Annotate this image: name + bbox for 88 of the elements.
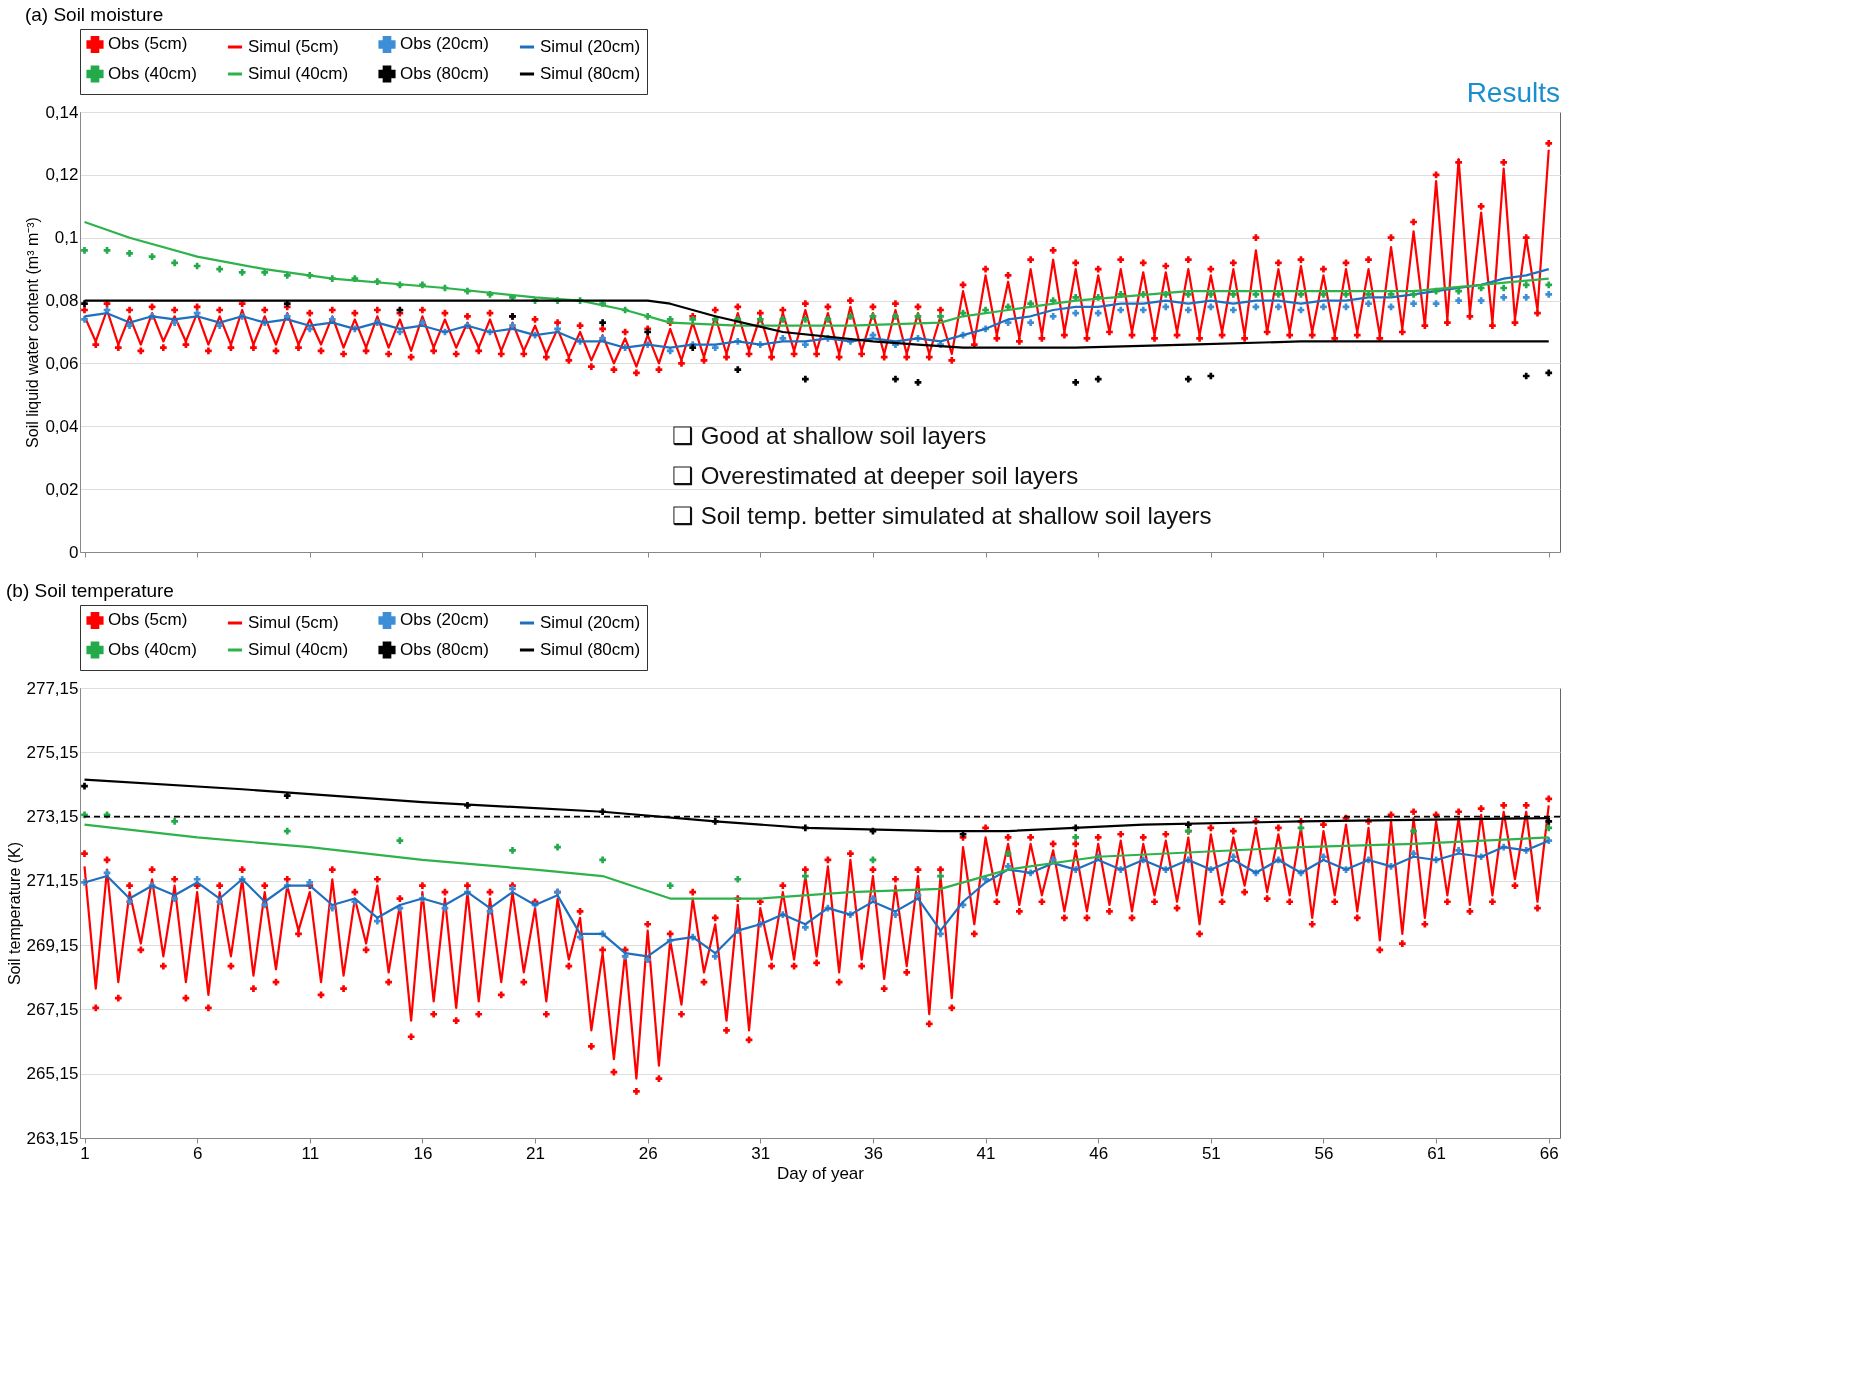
point: [914, 378, 922, 386]
point: [1522, 372, 1530, 380]
x-axis-title: Day of year: [777, 1163, 865, 1183]
y-tick-label: 0,06: [45, 353, 79, 373]
legend-label: Obs (5cm): [108, 34, 188, 54]
point: [599, 856, 606, 864]
x-tick-label: 46: [1089, 1143, 1109, 1163]
y-tick-label: 0,08: [45, 291, 79, 311]
x-tick-label: 11: [301, 1143, 320, 1163]
legend-label: Simul (20cm): [540, 613, 641, 632]
point: [1072, 834, 1080, 841]
y-tick-label: 0,1: [54, 228, 79, 248]
annotation: ❑ Soil temp. better simulated at shallow soil layers: [672, 502, 1212, 529]
point: [734, 875, 742, 883]
point: [509, 846, 516, 854]
legend-label: Simul (20cm): [540, 37, 641, 56]
point: [1545, 818, 1553, 825]
y-tick-label: 0,12: [45, 165, 79, 185]
y-tick-label: 273,15: [26, 807, 79, 827]
x-tick-label: 61: [1427, 1143, 1447, 1163]
y-tick-label: 0: [69, 542, 79, 562]
legend-label: Obs (80cm): [400, 640, 489, 659]
point: [666, 882, 674, 890]
line-series: [83, 299, 1550, 349]
point: [1410, 827, 1417, 835]
legend-label: Simul (80cm): [540, 640, 641, 659]
legend-label: Obs (40cm): [108, 640, 197, 659]
point: [1072, 378, 1080, 386]
x-tick-label: 51: [1201, 1143, 1221, 1163]
point: [1184, 375, 1192, 383]
y-tick-label: 275,15: [26, 742, 79, 762]
y-tick-label: 265,15: [26, 1064, 79, 1084]
point: [802, 872, 809, 880]
legend-label: Simul (40cm): [248, 640, 349, 659]
point: [892, 375, 899, 383]
chart-title: (b) Soil temperature: [6, 579, 174, 601]
point: [554, 843, 561, 851]
y-tick-label: 269,15: [26, 935, 79, 955]
point: [1545, 369, 1553, 377]
point: [1004, 850, 1012, 857]
point: [396, 837, 404, 845]
point: [1297, 824, 1305, 832]
point: [283, 792, 291, 800]
legend-label: Obs (20cm): [400, 34, 489, 54]
y-tick-label: 267,15: [26, 999, 79, 1019]
x-tick-label: 31: [751, 1143, 771, 1163]
point: [81, 300, 88, 308]
y-axis-title: Soil temperature (K): [5, 841, 23, 986]
x-tick-label: 66: [1539, 1143, 1559, 1163]
legend-label: Obs (20cm): [400, 610, 489, 630]
legend-label: Simul (40cm): [248, 64, 349, 83]
point: [81, 782, 88, 790]
y-axis-title: Soil liquid water content (m³ m⁻³): [24, 217, 42, 448]
legend-label: Obs (80cm): [400, 64, 489, 83]
y-tick-label: 277,15: [26, 678, 79, 698]
x-tick-label: 16: [413, 1143, 433, 1163]
chart-title: (a) Soil moisture: [24, 3, 164, 25]
point: [802, 375, 809, 383]
legend-label: Simul (80cm): [540, 64, 641, 83]
y-tick-label: 0,14: [45, 102, 79, 122]
y-tick-label: 263,15: [26, 1128, 79, 1148]
point: [599, 319, 606, 326]
x-tick-label: 26: [638, 1143, 658, 1163]
legend-label: Obs (40cm): [108, 64, 197, 83]
text: Results: [1466, 77, 1560, 108]
point: [1545, 824, 1553, 832]
annotation: ❑ Overestimated at deeper soil layers: [672, 462, 1079, 489]
x-tick-label: 1: [80, 1143, 90, 1163]
line-series: [83, 220, 1550, 327]
y-tick-label: 0,04: [45, 416, 79, 436]
point: [689, 344, 697, 352]
point: [283, 827, 291, 835]
legend-label: Simul (5cm): [248, 613, 339, 632]
x-tick-label: 21: [526, 1143, 545, 1163]
point: [734, 366, 742, 374]
x-tick-label: 41: [976, 1143, 996, 1163]
point: [1207, 372, 1215, 380]
y-tick-label: 271,15: [26, 871, 79, 891]
point: [937, 872, 944, 880]
legend-label: Obs (5cm): [108, 610, 188, 630]
x-tick-label: 36: [863, 1143, 883, 1163]
y-tick-label: 0,02: [45, 479, 79, 499]
x-tick-label: 6: [192, 1143, 203, 1163]
annotation: ❑ Good at shallow soil layers: [672, 422, 987, 449]
x-tick-label: 56: [1314, 1143, 1334, 1163]
legend-label: Simul (5cm): [248, 37, 339, 56]
point: [171, 818, 178, 825]
point: [1094, 375, 1102, 383]
